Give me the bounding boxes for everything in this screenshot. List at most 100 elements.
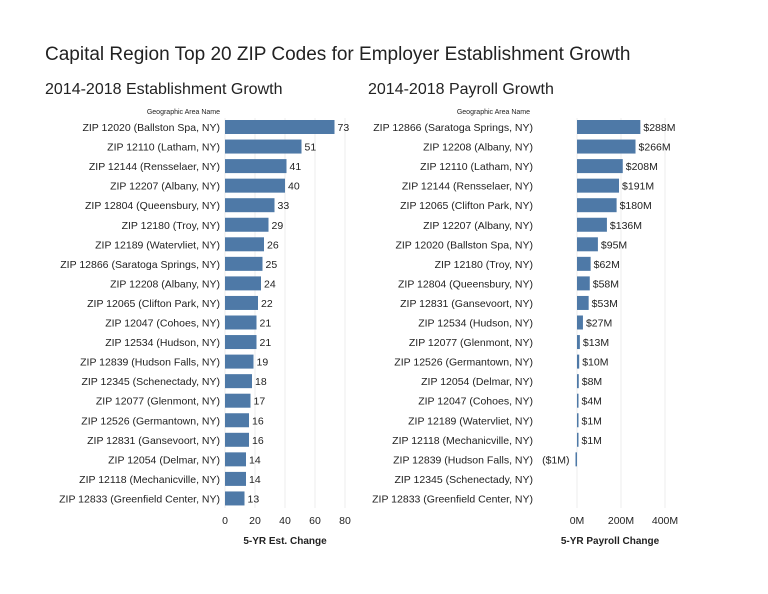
data-label: 25 bbox=[266, 259, 278, 271]
category-label: ZIP 12047 (Cohoes, NY) bbox=[418, 396, 533, 408]
data-label: $62M bbox=[594, 259, 620, 271]
data-label: 33 bbox=[278, 200, 290, 212]
bar bbox=[225, 452, 246, 467]
category-label: ZIP 12526 (Germantown, NY) bbox=[81, 415, 220, 427]
data-label: 22 bbox=[261, 298, 273, 310]
bar bbox=[225, 393, 251, 408]
bar bbox=[225, 178, 285, 193]
x-tick-label: 0 bbox=[222, 515, 228, 527]
category-label: ZIP 12144 (Rensselaer, NY) bbox=[402, 181, 533, 193]
data-label: $8M bbox=[582, 376, 602, 388]
data-label: $1M bbox=[582, 435, 602, 447]
data-label: 40 bbox=[288, 181, 300, 193]
bar bbox=[225, 315, 257, 330]
category-label: ZIP 12207 (Albany, NY) bbox=[423, 220, 533, 232]
data-label: $191M bbox=[622, 181, 654, 193]
category-label: ZIP 12065 (Clifton Park, NY) bbox=[87, 298, 220, 310]
establishment-growth-chart: 2014-2018 Establishment Growth Geographi… bbox=[45, 81, 351, 547]
bar bbox=[577, 217, 607, 232]
bar bbox=[225, 159, 287, 174]
establishment-category-header: Geographic Area Name bbox=[147, 109, 220, 116]
category-label: ZIP 12020 (Ballston Spa, NY) bbox=[395, 239, 533, 251]
data-label: 73 bbox=[338, 122, 350, 134]
bar bbox=[225, 295, 258, 310]
data-label: $27M bbox=[586, 318, 612, 330]
bar bbox=[577, 159, 623, 174]
payroll-category-header: Geographic Area Name bbox=[457, 109, 530, 116]
category-label: ZIP 12077 (Glenmont, NY) bbox=[409, 337, 533, 349]
data-label: ($1M) bbox=[542, 454, 569, 466]
category-label: ZIP 12526 (Germantown, NY) bbox=[394, 357, 533, 369]
bar bbox=[575, 452, 577, 467]
category-label: ZIP 12804 (Queensbury, NY) bbox=[398, 278, 533, 290]
data-label: $4M bbox=[582, 396, 602, 408]
category-label: ZIP 12534 (Hudson, NY) bbox=[418, 318, 533, 330]
category-label: ZIP 12110 (Latham, NY) bbox=[107, 142, 220, 154]
bar bbox=[225, 139, 302, 154]
x-tick-label: 80 bbox=[339, 515, 351, 527]
bar bbox=[225, 198, 275, 213]
data-label: $1M bbox=[582, 415, 602, 427]
bar bbox=[225, 120, 335, 134]
category-label: ZIP 12345 (Schenectady, NY) bbox=[81, 376, 220, 388]
x-tick-label: 200M bbox=[608, 515, 634, 527]
bar bbox=[577, 120, 641, 134]
category-label: ZIP 12831 (Gansevoort, NY) bbox=[87, 435, 220, 447]
bar bbox=[225, 413, 249, 428]
data-label: 16 bbox=[252, 415, 264, 427]
data-label: 21 bbox=[260, 318, 272, 330]
category-label: ZIP 12077 (Glenmont, NY) bbox=[96, 396, 220, 408]
category-label: ZIP 12833 (Greenfield Center, NY) bbox=[372, 493, 533, 505]
x-tick-label: 0M bbox=[570, 515, 585, 527]
data-label: $180M bbox=[620, 200, 652, 212]
data-label: 19 bbox=[257, 357, 269, 369]
chart-title: Capital Region Top 20 ZIP Codes for Empl… bbox=[45, 44, 630, 65]
payroll-x-axis-label: 5-YR Payroll Change bbox=[561, 536, 660, 547]
bar bbox=[225, 335, 257, 350]
bar bbox=[225, 217, 269, 232]
bar bbox=[577, 335, 580, 350]
data-label: 24 bbox=[264, 278, 276, 290]
category-label: ZIP 12831 (Gansevoort, NY) bbox=[400, 298, 533, 310]
data-label: 51 bbox=[305, 142, 317, 154]
bar bbox=[577, 139, 636, 154]
category-label: ZIP 12118 (Mechanicville, NY) bbox=[79, 474, 220, 486]
category-label: ZIP 12804 (Queensbury, NY) bbox=[85, 200, 220, 212]
data-label: 16 bbox=[252, 435, 264, 447]
category-label: ZIP 12118 (Mechanicville, NY) bbox=[392, 435, 533, 447]
data-label: 14 bbox=[249, 474, 261, 486]
bar bbox=[577, 237, 598, 252]
data-label: 26 bbox=[267, 239, 279, 251]
establishment-x-axis-label: 5-YR Est. Change bbox=[243, 536, 327, 547]
data-label: $10M bbox=[582, 357, 608, 369]
category-label: ZIP 12866 (Saratoga Springs, NY) bbox=[373, 122, 533, 134]
category-label: ZIP 12866 (Saratoga Springs, NY) bbox=[60, 259, 220, 271]
data-label: $58M bbox=[593, 278, 619, 290]
payroll-growth-chart: 2014-2018 Payroll Growth Geographic Area… bbox=[368, 81, 678, 547]
category-label: ZIP 12144 (Rensselaer, NY) bbox=[89, 161, 220, 173]
category-label: ZIP 12345 (Schenectady, NY) bbox=[394, 474, 533, 486]
bar bbox=[225, 237, 264, 252]
data-label: 29 bbox=[272, 220, 284, 232]
bar bbox=[577, 198, 617, 213]
x-tick-label: 60 bbox=[309, 515, 321, 527]
bar bbox=[577, 276, 590, 291]
category-label: ZIP 12189 (Watervliet, NY) bbox=[95, 239, 220, 251]
data-label: 18 bbox=[255, 376, 267, 388]
category-label: ZIP 12189 (Watervliet, NY) bbox=[408, 415, 533, 427]
bar bbox=[577, 374, 579, 389]
bar bbox=[577, 315, 583, 330]
bar bbox=[577, 393, 579, 408]
data-label: 14 bbox=[249, 454, 261, 466]
bar bbox=[577, 178, 620, 193]
category-label: ZIP 12110 (Latham, NY) bbox=[420, 161, 533, 173]
data-label: $13M bbox=[583, 337, 609, 349]
x-tick-label: 40 bbox=[279, 515, 291, 527]
x-tick-label: 400M bbox=[652, 515, 678, 527]
bar bbox=[577, 432, 579, 447]
category-label: ZIP 12065 (Clifton Park, NY) bbox=[400, 200, 533, 212]
category-label: ZIP 12208 (Albany, NY) bbox=[110, 278, 220, 290]
category-label: ZIP 12054 (Delmar, NY) bbox=[108, 454, 220, 466]
category-label: ZIP 12180 (Troy, NY) bbox=[122, 220, 220, 232]
